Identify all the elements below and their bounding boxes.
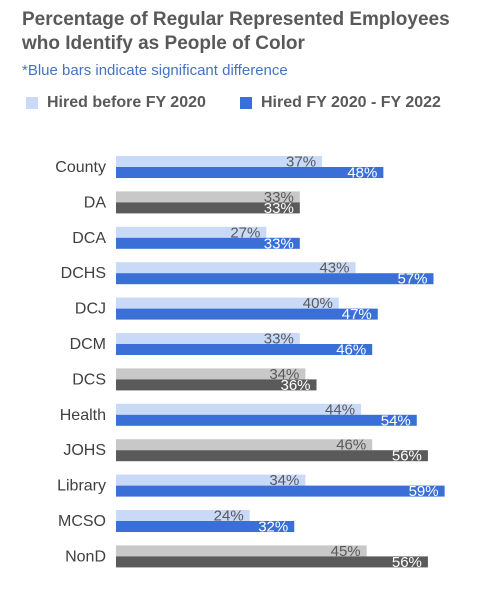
category-label-dca: DCA [72,230,106,247]
data-label-after-dca: 33% [264,235,294,252]
chart-subtitle: *Blue bars indicate significant differen… [22,62,288,79]
bar-before-johs [116,439,373,451]
data-label-before-johs: 46% [336,437,366,454]
data-label-after-county: 48% [347,165,377,182]
legend-swatch-before [26,97,38,109]
bar-before-mcso [116,510,250,521]
bar-after-health [116,414,417,426]
data-label-before-dchs: 43% [319,260,349,277]
bar-after-dcs [116,379,317,391]
bar-after-nond [116,556,428,568]
bar-after-county [116,167,384,178]
bar-after-johs [116,450,428,462]
category-label-dcm: DCM [70,336,106,353]
legend-label-after: Hired FY 2020 - FY 2022 [261,94,441,111]
data-label-before-county: 37% [286,154,316,171]
legend-label-before: Hired before FY 2020 [47,94,206,111]
bar-before-nond [116,545,367,557]
data-label-before-dcs: 34% [269,366,299,383]
data-label-after-dcj: 47% [342,306,372,323]
bar-before-dcs [116,368,306,380]
data-label-before-mcso: 24% [214,508,244,525]
data-label-after-dcs: 36% [280,377,310,394]
category-label-mcso: MCSO [58,513,106,530]
bar-after-dca [116,237,300,249]
category-label-dchs: DCHS [61,265,106,282]
bar-before-dcm [116,333,300,344]
bar-before-county [116,156,323,167]
bar-before-da [116,191,300,203]
bar-after-dchs [116,273,434,285]
data-label-after-da: 33% [264,200,294,217]
data-label-after-mcso: 32% [258,519,288,536]
legend-item-after: Hired FY 2020 - FY 2022 [240,91,441,115]
data-label-after-library: 59% [409,483,439,500]
data-label-before-dcj: 40% [303,295,333,312]
legend: Hired before FY 2020 Hired FY 2020 - FY … [26,91,476,115]
bar-after-library [116,485,445,497]
category-label-da: DA [84,194,107,211]
data-label-after-health: 54% [381,412,411,429]
category-label-johs: JOHS [63,442,106,459]
data-label-before-da: 33% [264,189,294,206]
category-label-health: Health [60,407,106,424]
bar-after-dcj [116,308,378,320]
bar-before-dca [116,226,267,238]
category-label-dcs: DCS [72,371,106,388]
data-label-after-nond: 56% [392,554,422,571]
data-label-before-dcm: 33% [264,331,294,348]
chart-title: Percentage of Regular Represented Employ… [22,9,450,54]
bar-after-dcm [116,344,373,355]
legend-swatch-after [240,97,252,109]
category-label-nond: NonD [65,548,106,565]
bar-before-dcj [116,297,339,309]
bar-after-mcso [116,521,295,532]
data-label-before-dca: 27% [230,224,260,241]
category-label-dcj: DCJ [75,301,106,318]
bar-before-dchs [116,262,356,274]
legend-item-before: Hired before FY 2020 [26,91,206,115]
bar-after-da [116,202,300,214]
data-label-after-dchs: 57% [397,271,427,288]
data-label-before-health: 44% [325,401,355,418]
data-label-after-johs: 56% [392,448,422,465]
data-label-after-dcm: 46% [336,342,366,359]
category-label-library: Library [57,478,106,495]
data-label-before-library: 34% [269,472,299,489]
bar-before-health [116,403,362,415]
data-label-before-nond: 45% [331,543,361,560]
bar-before-library [116,474,306,486]
category-label-county: County [55,159,106,176]
